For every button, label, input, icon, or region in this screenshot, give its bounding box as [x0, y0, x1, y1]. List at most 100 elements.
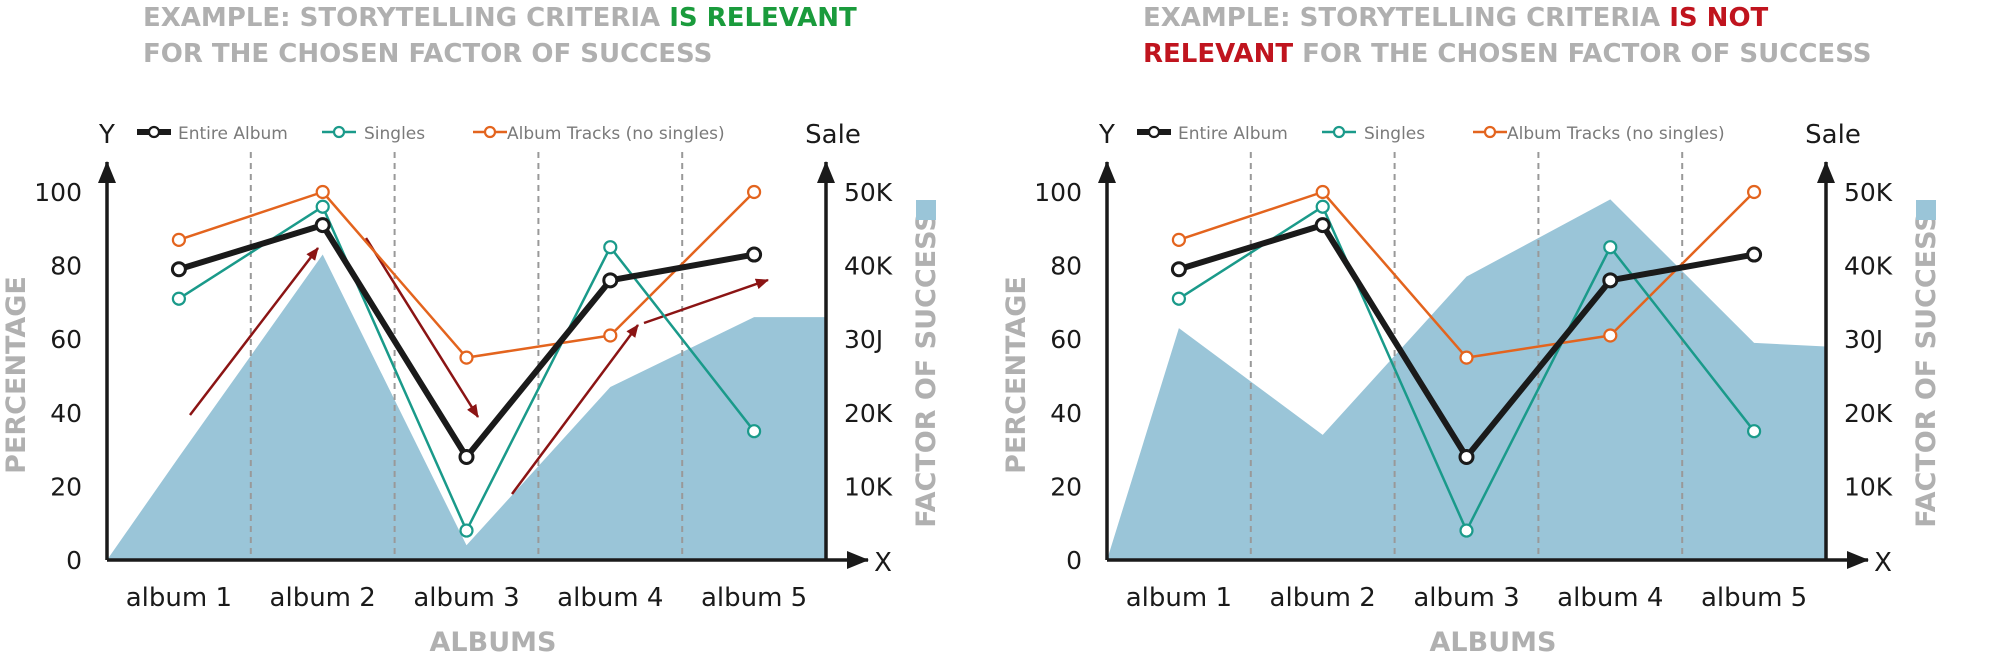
secondary-tick-label: 50K — [844, 178, 893, 207]
data-point — [1746, 246, 1763, 263]
data-point — [746, 246, 763, 263]
y-tick-label: 40 — [1050, 399, 1082, 428]
x-tick-label: album 3 — [413, 583, 519, 613]
x-tick-label: album 3 — [1413, 583, 1519, 613]
data-point — [1170, 261, 1187, 278]
secondary-tick-label: 30J — [844, 325, 883, 354]
data-point — [602, 272, 619, 289]
secondary-tick-label: 10K — [1844, 472, 1893, 501]
x-axis-letter: X — [1874, 548, 1892, 578]
secondary-tick-label: 50K — [1844, 178, 1893, 207]
data-point — [314, 217, 331, 234]
title-emphasis: IS RELEVANT — [669, 3, 857, 33]
y-tick-label: 40 — [50, 399, 82, 428]
data-point — [459, 350, 474, 365]
data-point — [1603, 240, 1618, 255]
legend-marker — [1332, 125, 1346, 139]
trend-arrow — [510, 324, 640, 495]
data-point — [1746, 184, 1762, 200]
data-point — [170, 261, 187, 278]
data-point — [1459, 523, 1474, 538]
title-suffix: FOR THE CHOSEN FACTOR OF SUCCESS — [1293, 39, 1872, 69]
y-tick-label: 80 — [1050, 252, 1082, 281]
data-point — [1315, 199, 1330, 214]
y-tick-label: 0 — [1066, 546, 1082, 575]
x-tick-label: album 1 — [1126, 583, 1232, 613]
trend-arrow — [189, 247, 319, 416]
data-point — [171, 291, 186, 306]
data-point — [1171, 232, 1186, 247]
chart-title: EXAMPLE: STORYTELLING CRITERIA IS RELEVA… — [143, 0, 923, 72]
secondary-tick-label: 10K — [844, 472, 893, 501]
legend-marker — [332, 125, 346, 139]
data-point — [315, 199, 330, 214]
data-point — [1314, 217, 1331, 234]
secondary-axis-label: FACTOR OF SUCCESS — [911, 212, 942, 528]
line-chart-not-relevant: Y X Sale 0 20 40 60 80 100 10K 20K 30J 40K 50K album 1… — [1001, 120, 1942, 658]
data-point — [1746, 424, 1762, 439]
trend-arrow — [364, 237, 480, 418]
data-point — [603, 240, 618, 255]
series-line-2 — [178, 190, 755, 359]
y-tick-label: 20 — [50, 472, 82, 501]
data-point — [746, 424, 762, 439]
x-tick-label: album 2 — [270, 583, 376, 613]
data-point — [1603, 328, 1618, 343]
title-prefix: EXAMPLE: STORYTELLING CRITERIA — [1143, 3, 1670, 33]
secondary-axis-label: FACTOR OF SUCCESS — [1911, 212, 1942, 528]
legend-marker — [1147, 125, 1161, 139]
y-axis-title: PERCENTAGE — [1001, 276, 1032, 474]
data-point — [746, 184, 762, 200]
y-axis-letter: Y — [1098, 120, 1115, 150]
data-point — [458, 448, 475, 465]
data-point — [1315, 184, 1330, 200]
y-axis-title: PERCENTAGE — [1, 276, 32, 474]
legend-marker — [1483, 125, 1497, 139]
y-tick-label: 20 — [1050, 472, 1082, 501]
legend-label: Entire Album — [178, 124, 288, 144]
data-point — [1602, 272, 1619, 289]
data-point — [171, 232, 186, 247]
legend-marker — [483, 125, 497, 139]
title-suffix: FOR THE CHOSEN FACTOR OF SUCCESS — [143, 39, 713, 69]
legend-label: Singles — [1364, 124, 1425, 144]
y-tick-label: 100 — [34, 178, 82, 207]
legend-label: Album Tracks (no singles) — [1507, 124, 1725, 144]
secondary-tick-label: 30J — [1844, 325, 1883, 354]
data-point — [1458, 448, 1475, 465]
x-tick-label: album 1 — [126, 583, 232, 613]
y-tick-label: 0 — [66, 546, 82, 575]
data-point — [459, 523, 474, 538]
success-area — [1107, 199, 1826, 561]
x-tick-label: album 5 — [1701, 583, 1807, 613]
legend-label: Singles — [364, 124, 425, 144]
x-tick-label: album 2 — [1270, 583, 1376, 613]
secondary-axis-title: Sale — [805, 120, 861, 150]
secondary-tick-label: 40K — [1844, 252, 1893, 281]
x-tick-label: album 4 — [557, 583, 663, 613]
data-point — [603, 328, 618, 343]
y-tick-label: 100 — [1034, 178, 1082, 207]
chart-panel-not-relevant: EXAMPLE: STORYTELLING CRITERIA IS NOT RE… — [1000, 0, 2000, 661]
data-point — [1171, 291, 1186, 306]
legend-label: Entire Album — [1178, 124, 1288, 144]
trend-arrow — [643, 278, 769, 325]
chart-title: EXAMPLE: STORYTELLING CRITERIA IS NOT RE… — [1143, 0, 1923, 72]
secondary-tick-label: 20K — [1844, 399, 1893, 428]
y-tick-label: 80 — [50, 252, 82, 281]
secondary-tick-label: 20K — [844, 399, 893, 428]
success-legend-swatch — [1916, 200, 1936, 220]
chart-panel-relevant: EXAMPLE: STORYTELLING CRITERIA IS RELEVA… — [1, 0, 942, 658]
success-legend-swatch — [916, 200, 936, 220]
x-axis-title: ALBUMS — [1430, 627, 1557, 658]
y-tick-label: 60 — [1050, 325, 1082, 354]
y-axis-letter: Y — [98, 120, 115, 150]
data-point — [315, 184, 330, 200]
legend-label: Album Tracks (no singles) — [507, 124, 725, 144]
x-axis-letter: X — [874, 548, 892, 578]
secondary-tick-label: 40K — [844, 252, 893, 281]
x-axis-title: ALBUMS — [430, 627, 557, 658]
title-emphasis: IS NOT RELEVANT — [1143, 3, 1769, 69]
success-area — [107, 254, 826, 560]
x-tick-label: album 4 — [1557, 583, 1663, 613]
